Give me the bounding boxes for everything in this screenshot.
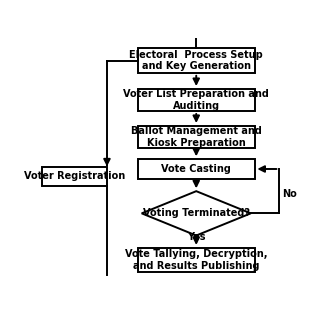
FancyBboxPatch shape [138, 89, 254, 111]
Text: Voting Terminated?: Voting Terminated? [143, 208, 250, 218]
Text: Voter List Preparation and
Auditing: Voter List Preparation and Auditing [123, 89, 269, 111]
Text: Voter Registration: Voter Registration [24, 172, 125, 181]
Polygon shape [142, 191, 251, 236]
FancyBboxPatch shape [138, 248, 254, 273]
Text: Electoral  Process Setup
and Key Generation: Electoral Process Setup and Key Generati… [129, 50, 263, 71]
FancyBboxPatch shape [138, 159, 254, 179]
FancyBboxPatch shape [138, 126, 254, 148]
FancyBboxPatch shape [43, 166, 107, 186]
Text: Ballot Management and
Kiosk Preparation: Ballot Management and Kiosk Preparation [131, 126, 262, 148]
Text: Yes: Yes [187, 232, 205, 242]
FancyBboxPatch shape [138, 48, 254, 73]
Text: Vote Casting: Vote Casting [161, 164, 231, 174]
Text: Vote Tallying, Decryption,
and Results Publishing: Vote Tallying, Decryption, and Results P… [125, 249, 268, 271]
Text: No: No [282, 188, 297, 199]
